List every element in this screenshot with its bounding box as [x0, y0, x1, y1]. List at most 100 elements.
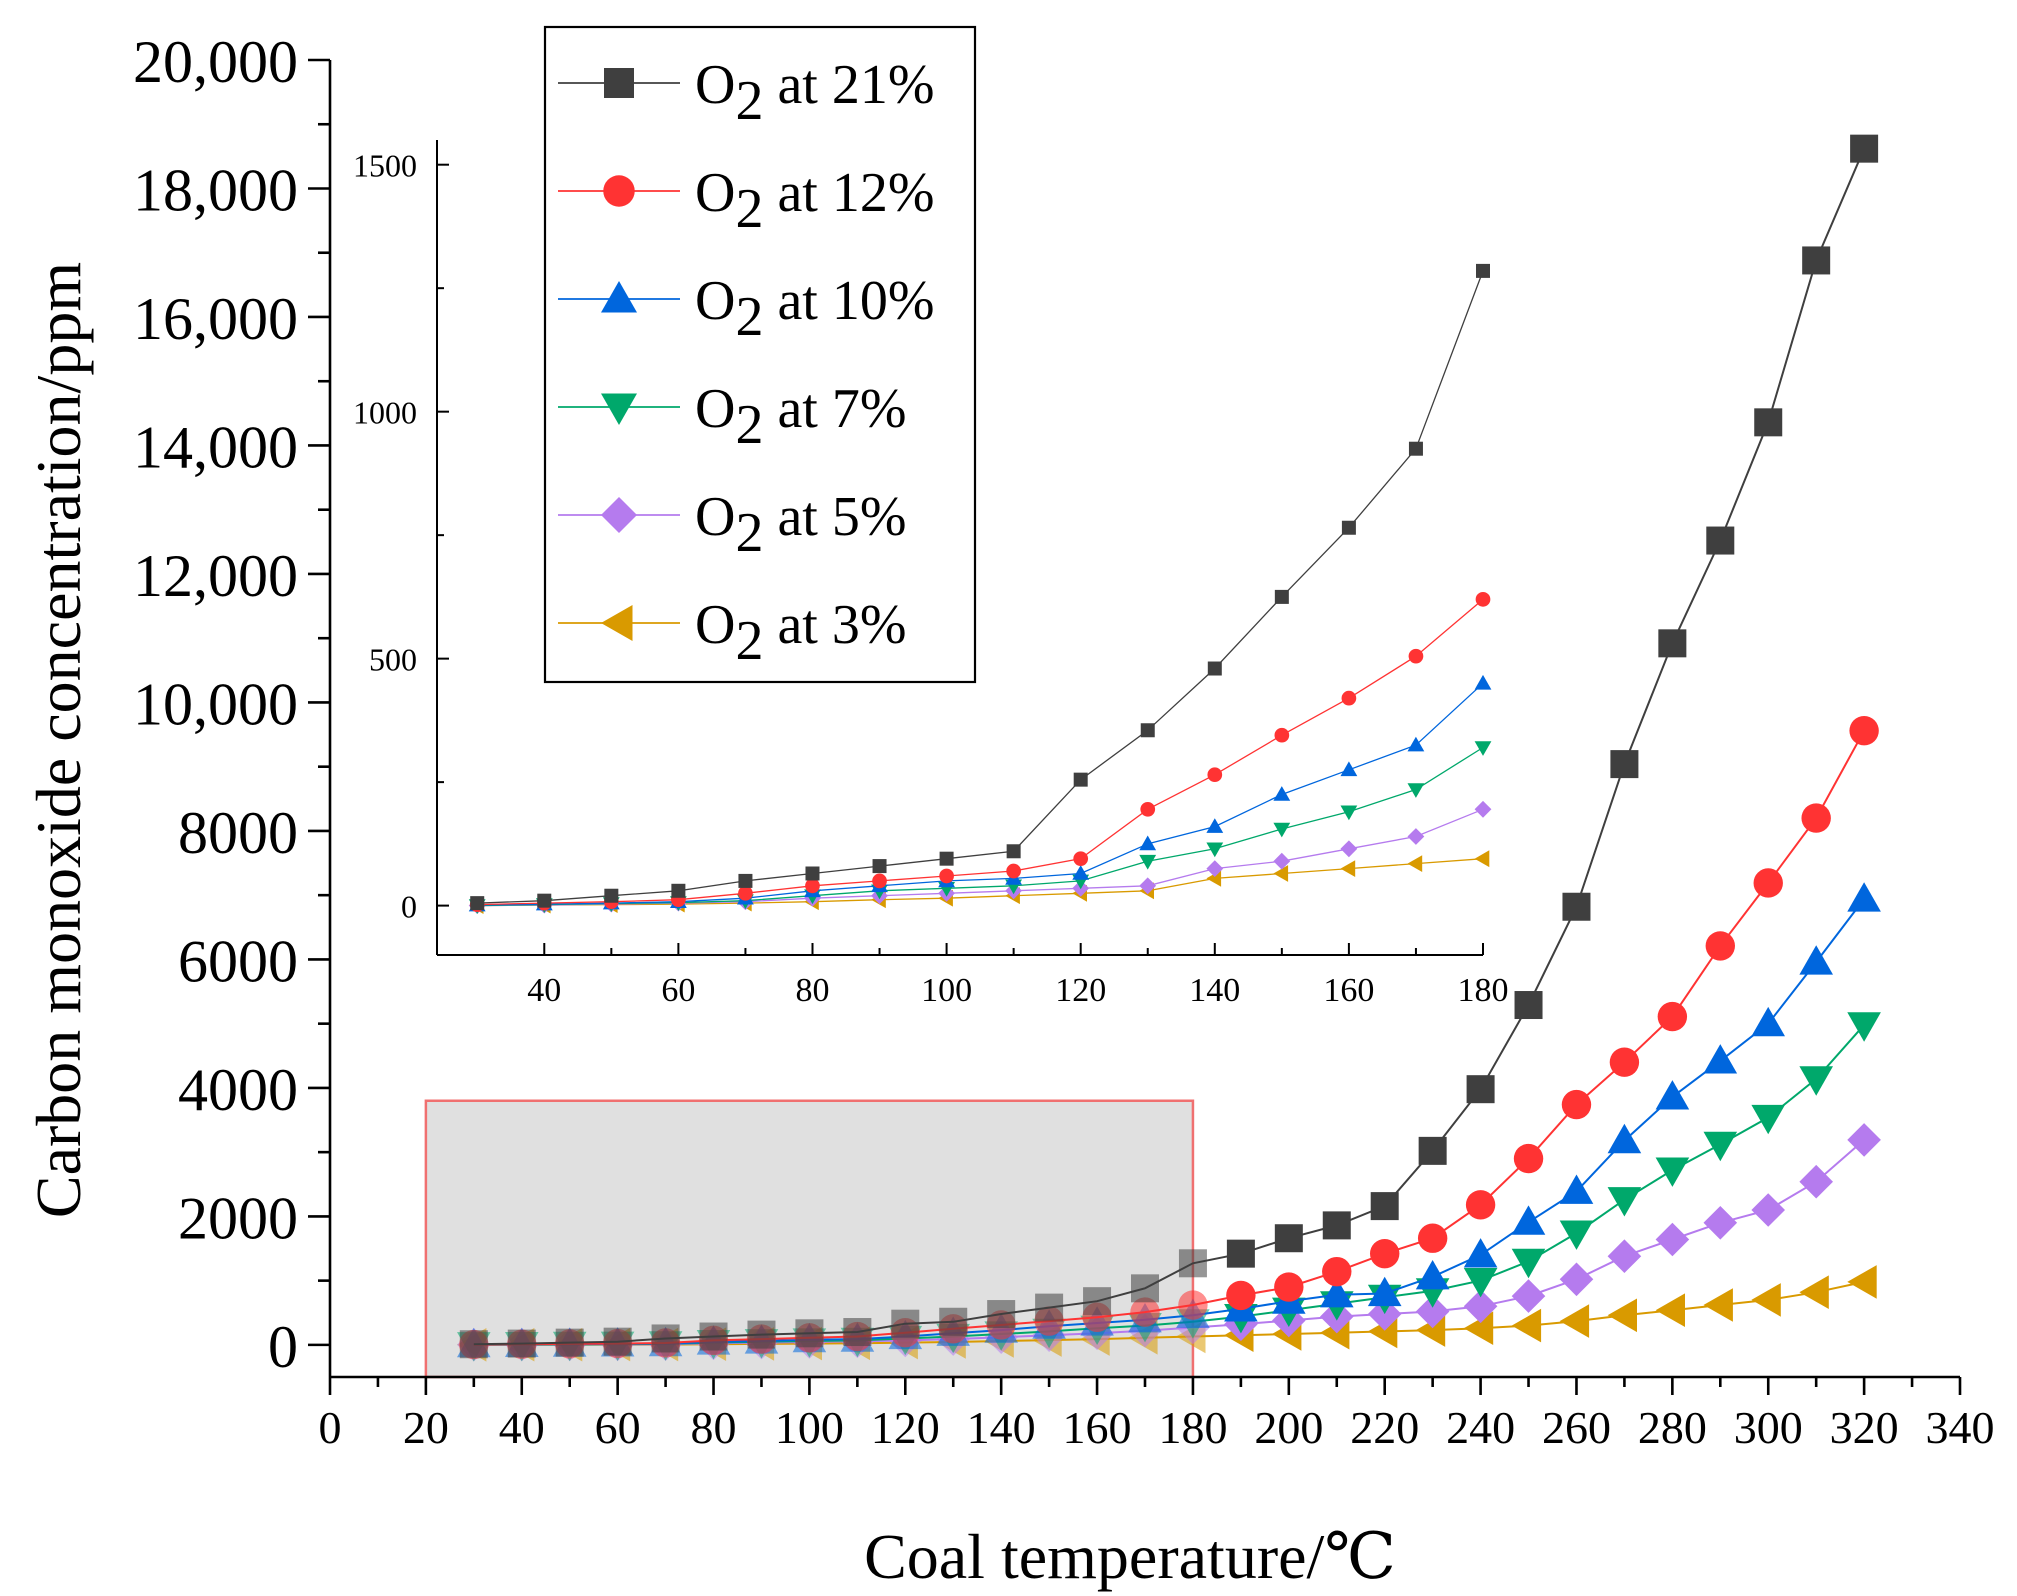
x-tick-label: 240: [1446, 1402, 1515, 1453]
legend-label: O2 at 7%: [695, 378, 907, 456]
data-point: [1703, 1044, 1738, 1074]
data-point: [1417, 1223, 1448, 1253]
x-tick-label: 200: [1254, 1402, 1323, 1453]
y-axis-label: Carbon monoxide concentration/ppm: [23, 262, 94, 1218]
data-point: [1511, 1248, 1546, 1279]
data-point: [1511, 1279, 1546, 1313]
x-tick-label: 340: [1926, 1402, 1995, 1453]
inset-data-point: [872, 859, 887, 874]
data-point: [1511, 1205, 1546, 1235]
data-point: [1607, 1298, 1637, 1333]
inset-data-point: [470, 896, 485, 911]
data-point: [1751, 1104, 1785, 1135]
data-point: [939, 1307, 968, 1336]
inset-series-line: [477, 808, 1484, 907]
data-point: [1607, 1123, 1642, 1154]
data-point: [1322, 1211, 1351, 1240]
inset-data-point: [1139, 835, 1157, 851]
data-point: [1561, 1089, 1592, 1120]
data-point: [1655, 1157, 1690, 1187]
legend-label: O2 at 10%: [695, 270, 935, 348]
data-point: [1511, 1308, 1542, 1343]
inset-data-point: [1006, 844, 1021, 859]
data-point: [1226, 1239, 1255, 1268]
inset-x-tick-label: 80: [795, 972, 829, 1009]
x-tick-label: 220: [1350, 1402, 1419, 1453]
data-point: [1513, 1143, 1544, 1174]
legend-entry: O2 at 7%: [558, 378, 907, 456]
data-point: [1799, 1066, 1833, 1096]
legend-entry: O2 at 5%: [558, 486, 907, 564]
inset-x-tick-label: 180: [1458, 972, 1509, 1009]
inset-data-point: [1273, 865, 1289, 882]
y-tick-label: 6000: [178, 928, 298, 994]
inset-data-point: [1139, 877, 1157, 895]
inset-data-point: [1340, 860, 1356, 877]
inset-data-point: [1475, 592, 1491, 607]
inset-data-point: [1273, 852, 1291, 870]
inset-x-tick-label: 40: [527, 972, 561, 1009]
inset-data-point: [1341, 690, 1357, 706]
data-point: [1655, 1293, 1685, 1327]
inset-series-line: [477, 746, 1484, 907]
inset-data-point: [1006, 863, 1021, 879]
inset-data-point: [1408, 648, 1424, 664]
data-point: [1706, 526, 1735, 555]
data-point: [1754, 408, 1783, 437]
legend-entry: O2 at 3%: [558, 594, 907, 672]
legend-entry: O2 at 10%: [558, 270, 935, 348]
data-point: [1751, 1006, 1785, 1037]
data-point: [1802, 246, 1831, 275]
data-point: [555, 1328, 584, 1357]
data-point: [1753, 868, 1783, 898]
inset-data-point: [1340, 840, 1358, 858]
inset-data-point: [537, 893, 552, 908]
data-point: [459, 1330, 488, 1359]
data-point: [747, 1320, 776, 1349]
inset-data-point: [1072, 865, 1090, 880]
inset-data-point: [1274, 727, 1290, 743]
legend-marker: [604, 68, 634, 98]
inset-data-point: [1273, 822, 1291, 838]
data-point: [603, 1327, 632, 1356]
inset-data-point: [1408, 441, 1423, 456]
inset-series-line: [477, 858, 1484, 907]
legend-box: [543, 25, 977, 684]
inset-data-point: [939, 868, 954, 884]
data-point: [795, 1319, 824, 1348]
inset-series-line: [477, 598, 1484, 906]
x-tick-label: 160: [1063, 1402, 1132, 1453]
data-point: [1850, 134, 1879, 163]
inset-y-tick-label: 0: [401, 889, 417, 925]
data-point: [1463, 1289, 1498, 1324]
y-tick-label: 16,000: [133, 286, 298, 352]
inset-data-point: [1407, 828, 1425, 845]
data-point: [1609, 1047, 1640, 1077]
data-point: [891, 1309, 920, 1338]
x-axis-label: Coal temperature/℃: [864, 1521, 1396, 1592]
data-point: [1466, 1075, 1495, 1104]
data-point: [1703, 1288, 1733, 1322]
inset-data-point: [805, 866, 820, 881]
main-axes: 0 20 40 60 80 100 120 140 160 180 200 220 240 260 280 3…: [133, 29, 1995, 1453]
inset-x-tick-label: 140: [1189, 972, 1240, 1009]
legend-marker: [601, 281, 637, 313]
x-tick-label: 20: [403, 1402, 449, 1453]
data-point: [1322, 1256, 1352, 1287]
inset-data-point: [1139, 854, 1157, 870]
data-point: [1610, 750, 1639, 779]
x-tick-label: 40: [499, 1402, 545, 1453]
inset-data-point: [1073, 772, 1088, 787]
legend-label: O2 at 12%: [695, 162, 935, 240]
y-tick-label: 18,000: [133, 157, 298, 223]
data-point: [1655, 1080, 1690, 1110]
inset-data-point: [1476, 263, 1490, 278]
data-point: [1226, 1280, 1256, 1311]
y-tick-label: 20,000: [133, 29, 298, 95]
inset-data-point: [1273, 786, 1291, 801]
x-tick-label: 280: [1638, 1402, 1707, 1453]
data-point: [507, 1329, 536, 1358]
legend-label: O2 at 5%: [695, 486, 907, 564]
inset-data-point: [1474, 800, 1492, 818]
data-point: [1415, 1294, 1450, 1329]
